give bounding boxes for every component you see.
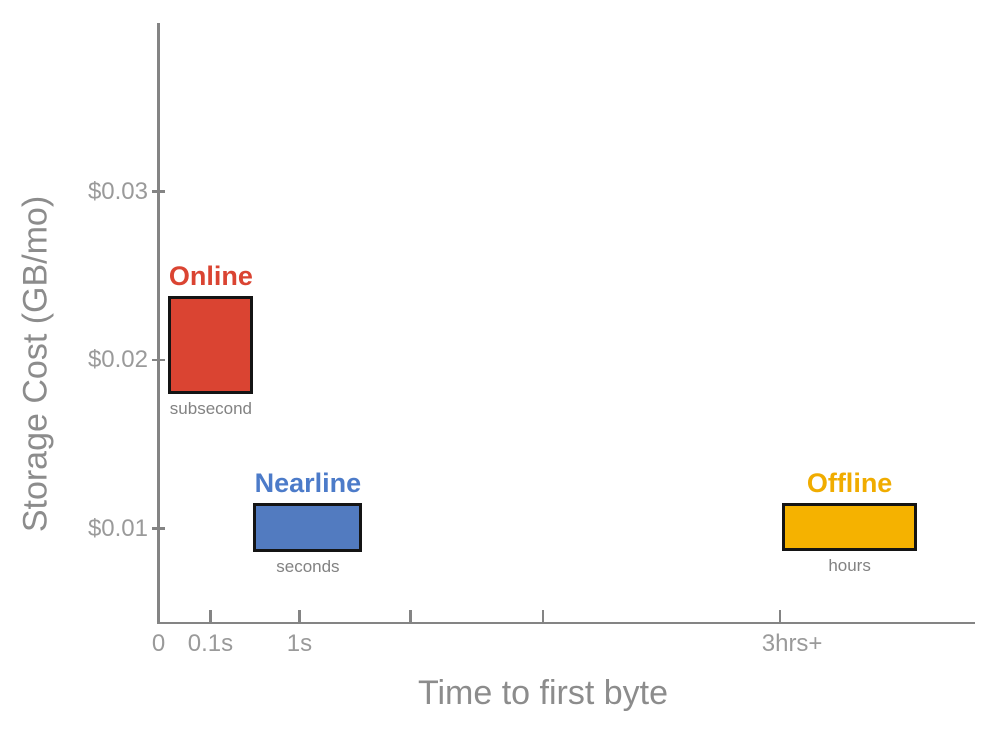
x-axis-line — [157, 621, 975, 624]
x-tick-mark — [778, 610, 782, 624]
y-tick-label: $0.03 — [87, 177, 148, 205]
x-tick-mark — [409, 610, 412, 624]
offline-bar — [782, 503, 918, 551]
x-tick-label: 0 — [151, 630, 166, 657]
x-tick-mark — [209, 610, 212, 624]
nearline-bar — [253, 503, 363, 553]
offline-label: Offline — [806, 468, 893, 499]
x-tick-label: 1s — [286, 630, 313, 657]
x-tick-mark — [298, 610, 301, 624]
y-tick-mark — [152, 358, 165, 362]
y-axis-line — [157, 23, 160, 623]
nearline-label: Nearline — [254, 468, 362, 499]
x-tick-label: 3hrs+ — [761, 630, 823, 657]
online-label: Online — [168, 261, 253, 292]
offline-latency-label: hours — [828, 555, 871, 575]
y-tick-label: $0.02 — [87, 346, 148, 374]
x-tick-label: 0.1s — [187, 630, 234, 657]
online-bar — [168, 296, 254, 394]
y-tick-mark — [152, 527, 165, 530]
online-latency-label: subsecond — [169, 398, 253, 418]
y-tick-label: $0.01 — [87, 514, 148, 542]
y-tick-mark — [152, 190, 165, 193]
x-tick-mark — [541, 610, 545, 624]
nearline-latency-label: seconds — [276, 557, 340, 577]
x-axis-title: Time to first byte — [417, 674, 669, 712]
